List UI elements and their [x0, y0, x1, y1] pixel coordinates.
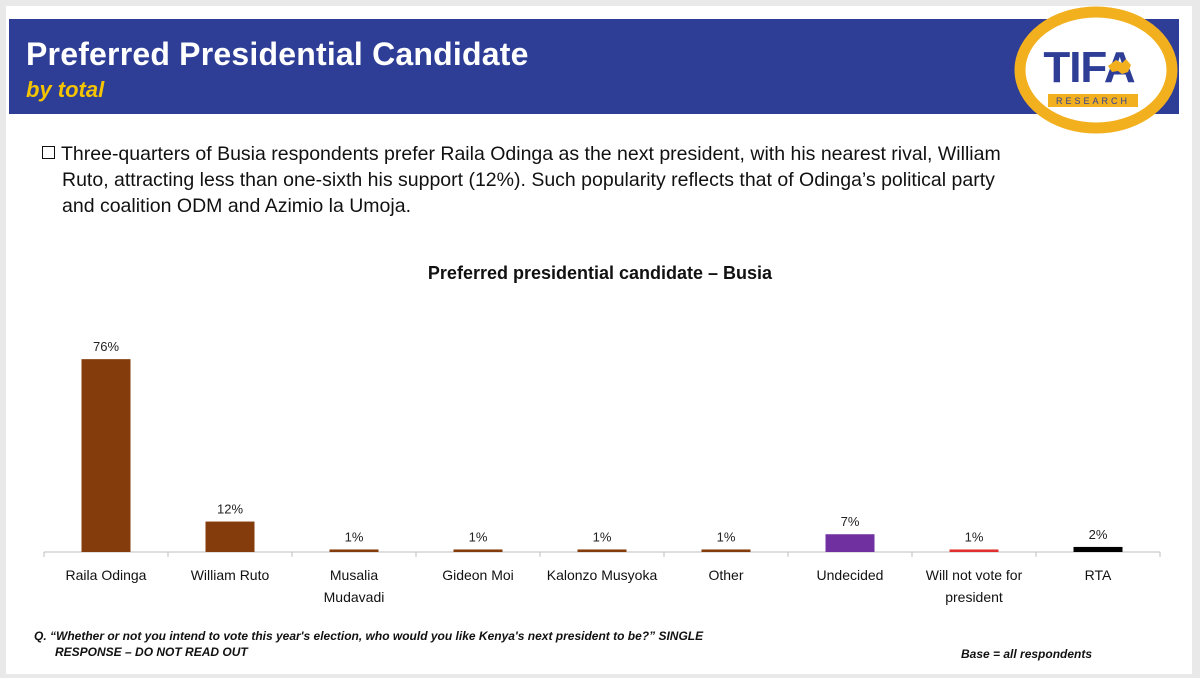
summary-line-2: Ruto, attracting less than one-sixth his… [62, 169, 995, 191]
summary-line-1: Three-quarters of Busia respondents pref… [42, 141, 1112, 167]
bar [949, 549, 999, 552]
value-label: 12% [217, 502, 243, 517]
checkbox-bullet-icon [42, 146, 55, 159]
value-label: 2% [1089, 527, 1108, 542]
summary-line-3: and coalition ODM and Azimio la Umoja. [62, 195, 411, 217]
value-label: 1% [965, 529, 984, 544]
header-banner: Preferred Presidential Candidate by tota… [9, 19, 1179, 114]
africa-map-icon [1108, 59, 1131, 74]
footnote-line-1: Q. “Whether or not you intend to vote th… [34, 629, 704, 643]
value-label: 1% [469, 529, 488, 544]
value-label: 1% [345, 529, 364, 544]
value-label: 7% [841, 514, 860, 529]
page-title: Preferred Presidential Candidate [26, 36, 529, 72]
bar [81, 359, 131, 552]
page-subtitle: by total [26, 77, 105, 102]
bar [577, 549, 627, 552]
category-label: Undecided [817, 567, 884, 583]
category-label: Kalonzo Musyoka [547, 567, 658, 583]
tifa-research-logo: TIFA RESEARCH [1014, 6, 1178, 134]
chart-title: Preferred presidential candidate – Busia [427, 263, 773, 283]
category-label: William Ruto [191, 567, 270, 583]
base-note: Base = all respondents [961, 647, 1093, 661]
bar [453, 549, 503, 552]
bar [329, 549, 379, 552]
bar [1073, 546, 1123, 552]
bar [205, 521, 255, 552]
slide-background [6, 6, 1192, 674]
footnote-line-2: RESPONSE – DO NOT READ OUT [55, 645, 248, 659]
bar [701, 549, 751, 552]
value-label: 1% [717, 529, 736, 544]
category-label: Gideon Moi [442, 567, 514, 583]
category-label: Musalia Mudavadi [324, 567, 385, 605]
value-label: 76% [93, 339, 119, 354]
category-label: Other [708, 567, 743, 583]
logo-subtext: RESEARCH [1056, 96, 1130, 106]
question-footnote: Q. “Whether or not you intend to vote th… [34, 628, 794, 660]
bar [825, 534, 875, 552]
category-label: Raila Odinga [66, 567, 147, 583]
summary-bullet: Three-quarters of Busia respondents pref… [42, 141, 1112, 219]
category-label: Will not vote for president [926, 567, 1023, 605]
category-label: RTA [1085, 567, 1112, 583]
value-label: 1% [593, 529, 612, 544]
